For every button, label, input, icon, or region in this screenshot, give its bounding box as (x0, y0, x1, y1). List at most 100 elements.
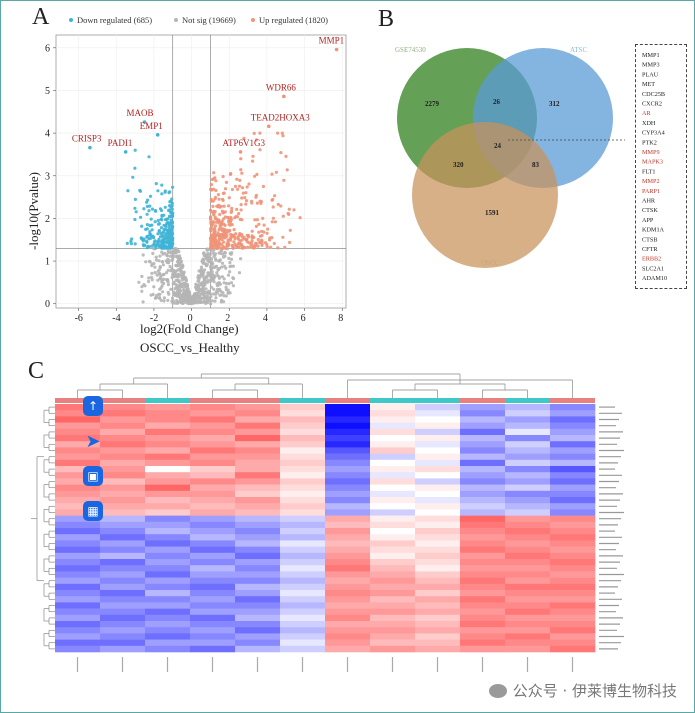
volcano-point (158, 254, 162, 258)
heatmap-cell (235, 472, 281, 479)
heatmap-cell (505, 590, 551, 597)
legend-up-marker (251, 18, 255, 22)
legend-ns: Not sig (19669) (182, 15, 236, 25)
heatmap-cell (145, 633, 191, 640)
volcano-point (228, 291, 232, 295)
grid-icon[interactable]: ▦ (83, 501, 103, 521)
volcano-point (160, 250, 164, 254)
heatmap-cell (460, 614, 506, 622)
heatmap-cell (550, 639, 596, 647)
heatmap-cell (325, 596, 371, 603)
heatmap-cell (100, 515, 146, 523)
gene-label: CRISP3 (72, 134, 102, 144)
volcano-point (287, 212, 291, 216)
volcano-point (205, 262, 209, 266)
heatmap-cell (145, 546, 191, 554)
heatmap-cell (325, 435, 371, 442)
volcano-point (175, 292, 179, 297)
heatmap-cell (505, 459, 551, 467)
heatmap-cell (235, 490, 281, 498)
heatmap-cell (55, 571, 101, 578)
heatmap-cell (415, 435, 461, 442)
heatmap-cell (145, 453, 191, 461)
volcano-point (273, 220, 277, 224)
heatmap-cell (235, 577, 281, 585)
heatmap-cell (460, 521, 506, 529)
volcano-point (241, 191, 245, 195)
heatmap-cell (55, 633, 101, 640)
volcano-point (166, 278, 170, 282)
volcano-point (178, 260, 182, 264)
heatmap-cell (55, 540, 101, 547)
volcano-point (249, 242, 253, 247)
heatmap-cell (280, 645, 326, 653)
volcano-point (171, 299, 176, 303)
volcano-point (228, 223, 232, 227)
volcano-point (249, 245, 253, 249)
heatmap-cell (550, 645, 596, 653)
volcano-point (205, 296, 209, 300)
heatmap-cell (280, 466, 326, 473)
volcano-point (164, 227, 168, 231)
heatmap-cell (550, 596, 596, 603)
volcano-point (201, 260, 205, 264)
heatmap-cell (145, 559, 191, 566)
volcano-point (281, 214, 285, 218)
volcano-point (284, 154, 288, 158)
volcano-point (165, 260, 169, 265)
volcano-point (215, 271, 219, 275)
volcano-point (194, 285, 198, 289)
heatmap-cell (190, 478, 236, 485)
volcano-point (211, 246, 215, 250)
volcano-point (219, 204, 223, 208)
volcano-point (137, 280, 141, 284)
heatmap-cell (100, 571, 146, 578)
heatmap-cell (460, 565, 506, 572)
send-icon[interactable]: ➤ (85, 430, 101, 452)
heatmap-cell (280, 416, 326, 423)
volcano-point (148, 233, 152, 237)
volcano-point (239, 203, 243, 207)
heatmap-cell (145, 441, 191, 448)
heatmap-cell (55, 596, 101, 603)
volcano-point (260, 229, 264, 233)
volcano-point (222, 222, 226, 226)
volcano-point (215, 204, 219, 208)
heatmap-cell (325, 472, 371, 479)
volcano-point (230, 187, 234, 192)
heatmap-cell (415, 633, 461, 640)
volcano-legend: Down regulated (685) Not sig (19669) Up … (69, 15, 328, 25)
share-icon[interactable]: ↑ (83, 396, 103, 416)
image-icon[interactable]: ▣ (83, 466, 103, 486)
volcano-point (230, 206, 234, 210)
y-tick-label: 4 (45, 129, 50, 140)
gene-point (123, 150, 128, 154)
column-dendrogram (77, 373, 573, 398)
heatmap-cell (190, 490, 236, 498)
heatmap-cell (460, 577, 506, 585)
heatmap-cell (415, 404, 461, 411)
volcano-point (159, 286, 163, 290)
volcano-point (209, 285, 213, 289)
heatmap-cell (145, 416, 191, 423)
volcano-point (245, 185, 249, 189)
heatmap-cell (100, 565, 146, 572)
panel-label-a: A (32, 4, 50, 30)
x-tick-label: 2 (225, 313, 230, 324)
heatmap-cell (325, 528, 371, 535)
volcano-point (229, 238, 233, 242)
heatmap-cell (100, 447, 146, 454)
volcano-point (209, 183, 214, 187)
heatmap-cell (550, 515, 596, 523)
volcano-point (140, 237, 144, 241)
heatmap-cell (325, 484, 371, 492)
heatmap-cell (55, 521, 101, 529)
volcano-point (255, 201, 259, 205)
row-labels (599, 406, 624, 650)
volcano-point (162, 277, 166, 281)
volcano-point (211, 204, 215, 208)
heatmap-cell (280, 577, 326, 585)
heatmap-cell (325, 453, 371, 461)
volcano-point (224, 287, 228, 292)
heatmap-cell (505, 472, 551, 479)
